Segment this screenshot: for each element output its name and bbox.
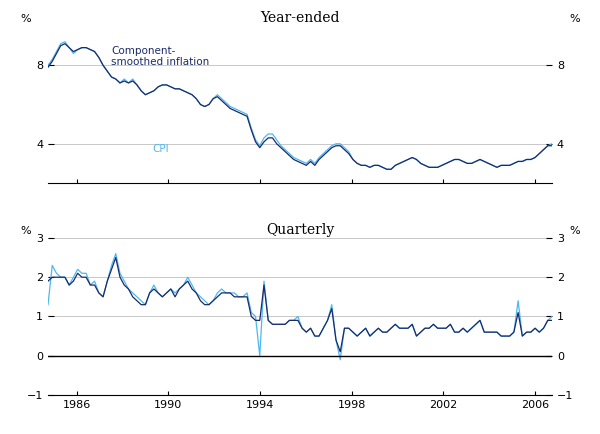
Text: %: %: [569, 227, 580, 237]
Text: CPI: CPI: [152, 144, 169, 154]
Text: %: %: [20, 14, 31, 24]
Title: Year-ended: Year-ended: [260, 11, 340, 25]
Title: Quarterly: Quarterly: [266, 223, 334, 237]
Text: %: %: [20, 227, 31, 237]
Text: Component-
smoothed inflation: Component- smoothed inflation: [111, 46, 209, 67]
Text: %: %: [569, 14, 580, 24]
